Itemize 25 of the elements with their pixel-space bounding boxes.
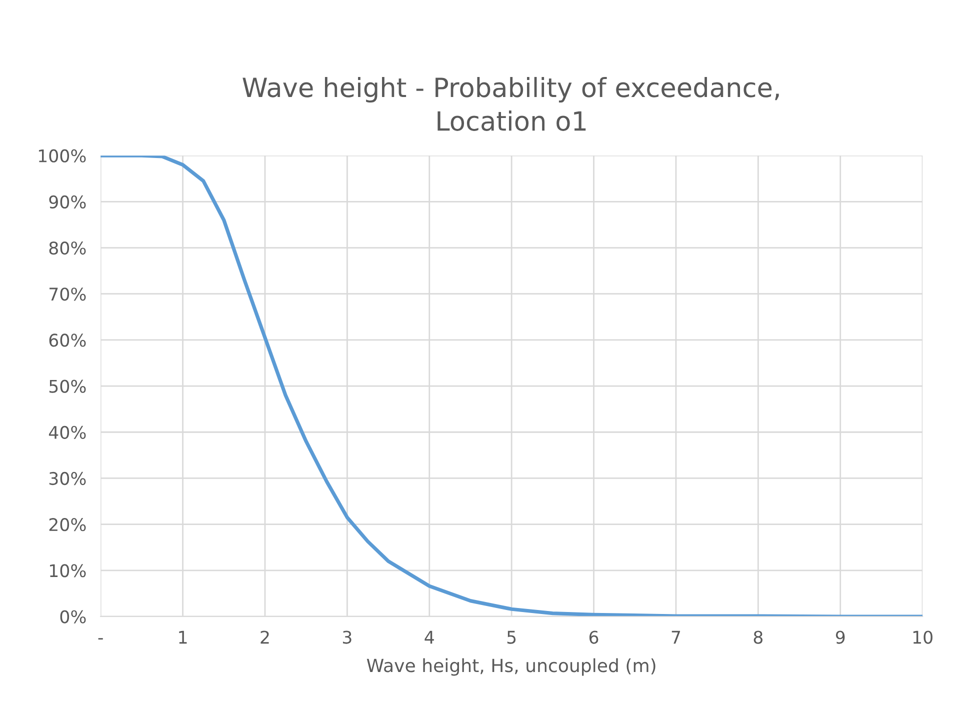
y-tick-label: 10%	[50, 564, 86, 578]
y-tick-label: 100%	[38, 149, 86, 162]
y-tick-label: 80%	[49, 241, 86, 255]
x-tick-label: 10	[913, 630, 932, 644]
y-tick-label: 90%	[49, 195, 86, 209]
y-tick-label: 40%	[48, 426, 86, 439]
x-tick-label: 7	[672, 630, 680, 644]
y-tick-label: 20%	[49, 518, 86, 532]
x-tick-label: 3	[342, 630, 352, 644]
x-tick-label: 1	[179, 630, 187, 644]
x-axis-title: Wave height, Hs, uncoupled (m)	[366, 658, 656, 676]
x-tick-label: 2	[260, 630, 269, 644]
y-tick-label: 0%	[60, 610, 86, 624]
x-tick-label: 4	[424, 630, 434, 644]
y-tick-label: 60%	[49, 334, 86, 347]
x-tick-label: 6	[589, 630, 598, 644]
x-tick-label: 5	[507, 630, 516, 644]
x-tick-label: -	[98, 638, 103, 640]
x-tick-label: 9	[836, 630, 845, 644]
y-tick-label: 50%	[49, 380, 86, 393]
x-tick-label: 8	[754, 630, 762, 644]
y-tick-label: 30%	[49, 472, 86, 486]
line-series	[100, 156, 923, 616]
y-tick-label: 70%	[50, 288, 86, 301]
chart-title: Wave height - Probability of exceedance, Location o1	[242, 76, 779, 131]
